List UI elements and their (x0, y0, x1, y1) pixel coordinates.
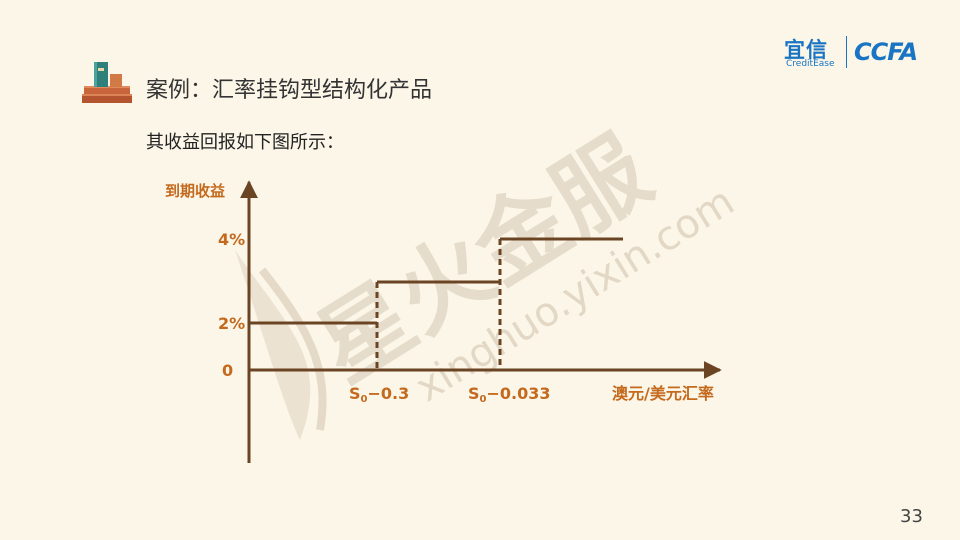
logo-ccfa: CCFA (854, 38, 918, 66)
logo-divider (846, 36, 847, 68)
books-icon (82, 62, 132, 103)
page-number: 33 (900, 506, 923, 527)
y-tick-label: 4% (218, 230, 245, 249)
page-subtitle: 其收益回报如下图所示： (146, 132, 344, 153)
logo-creditease-cn: 宜信 (784, 38, 828, 62)
logo-creditease-en: CreditEase (786, 59, 835, 69)
x-axis-label: 澳元/美元汇率 (612, 384, 714, 403)
y-tick-label: 2% (218, 314, 245, 333)
logo: 宜信 CreditEase CCFA (784, 34, 944, 72)
x-tick-label: S0−0.3 (349, 384, 409, 405)
page-title: 案例：汇率挂钩型结构化产品 (146, 78, 433, 103)
y-tick-label: 0 (222, 361, 233, 380)
y-axis-label: 到期收益 (165, 182, 225, 200)
x-tick-label: S0−0.033 (468, 384, 551, 405)
